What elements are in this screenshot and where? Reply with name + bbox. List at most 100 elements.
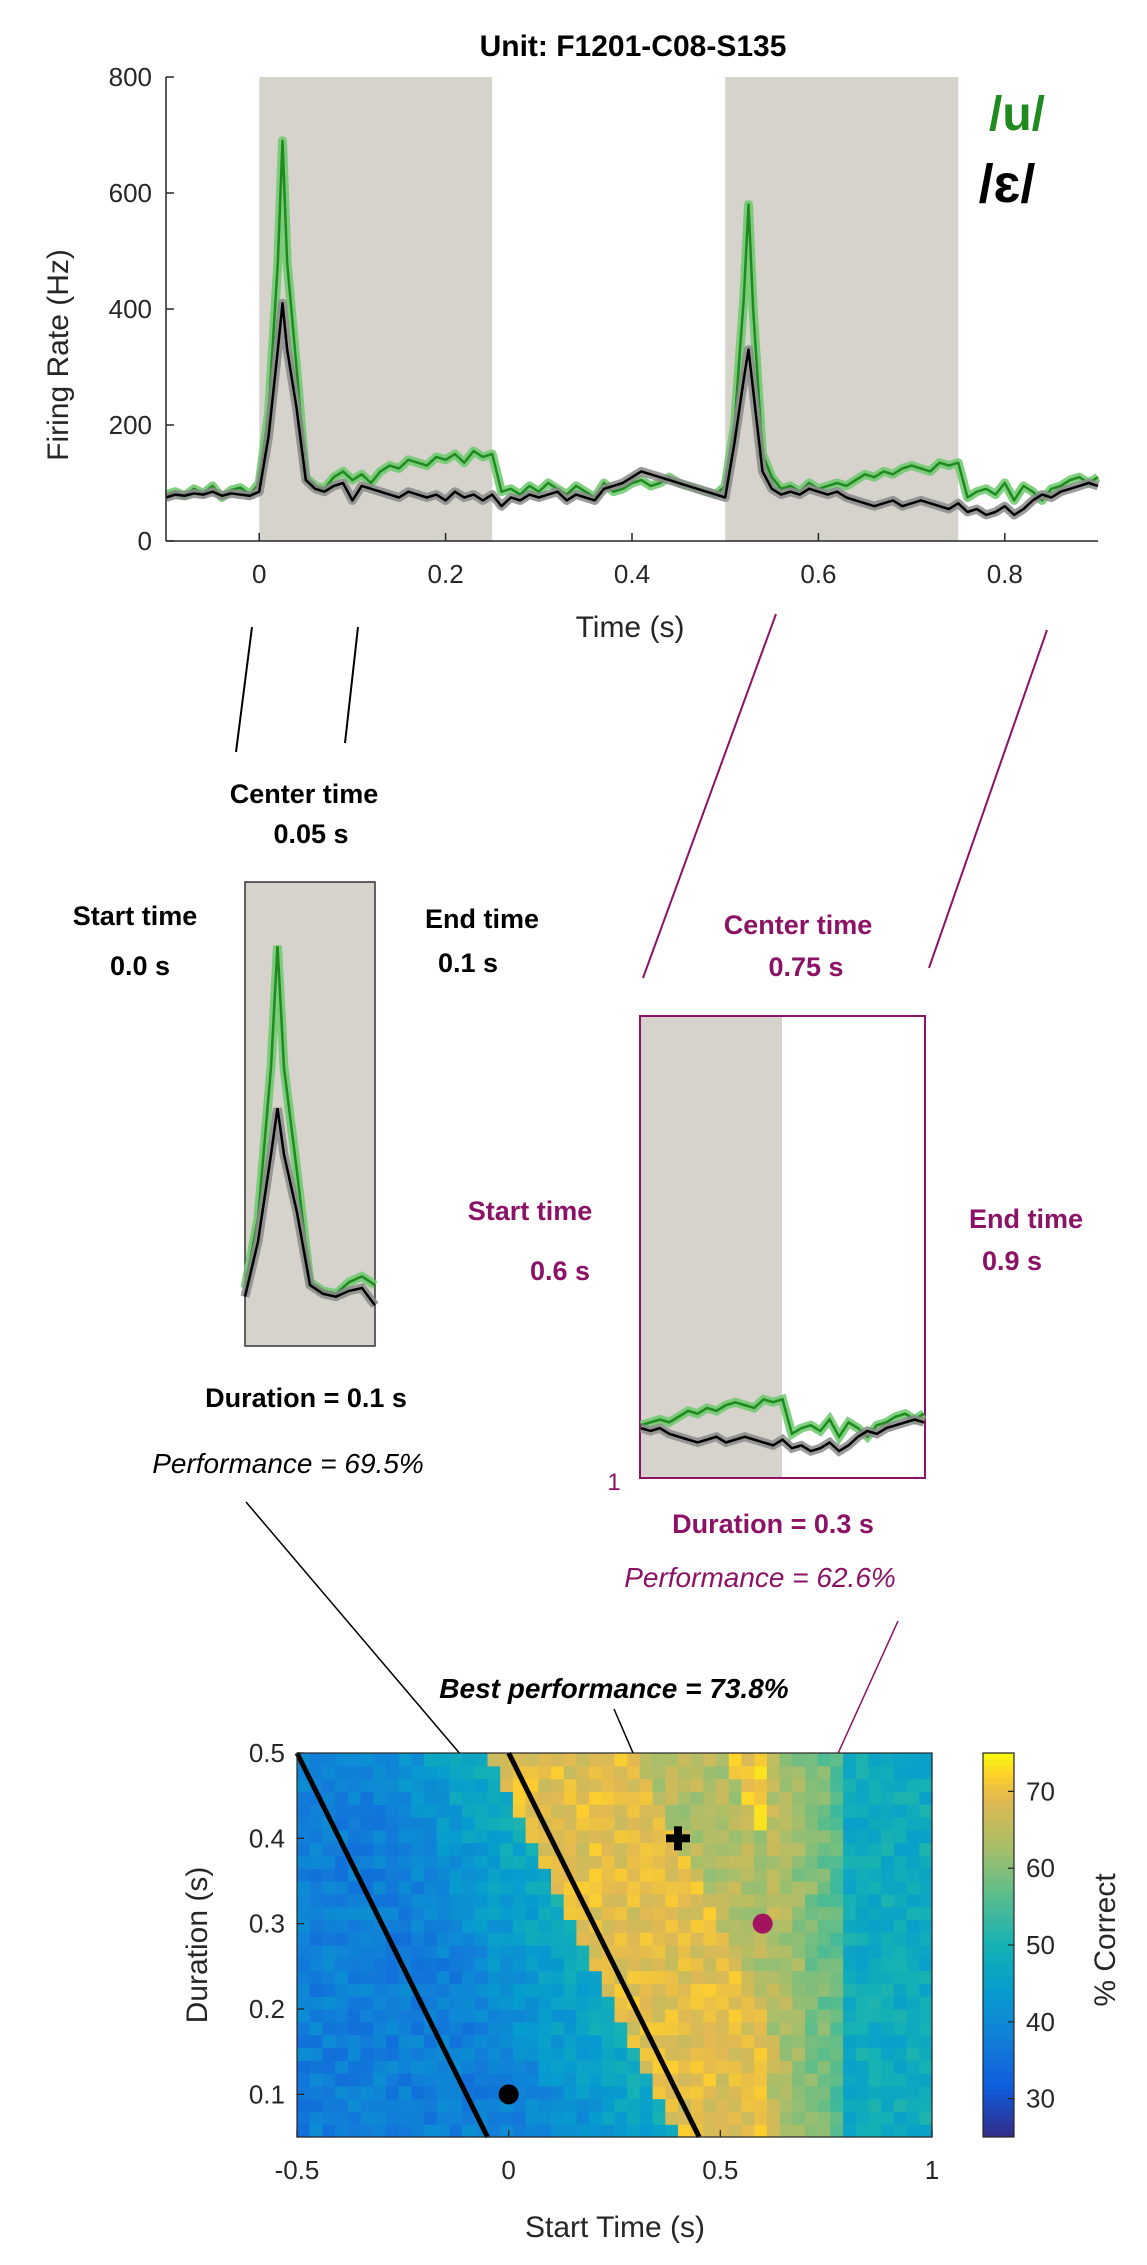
heatmap-cell [893, 2021, 908, 2036]
heatmap-cell [322, 1996, 336, 2010]
heatmap-cell [398, 2073, 412, 2087]
heatmap-cell [855, 1945, 870, 1959]
heatmap-cell [373, 1970, 387, 1984]
heatmap-cell [690, 2009, 704, 2023]
heatmap-cell [881, 1919, 895, 1933]
heatmap-cell [627, 2060, 641, 2074]
heatmap-cell [563, 2073, 577, 2087]
connector-to-heatmap-left [245, 1501, 485, 1783]
heatmap-cell [424, 1919, 438, 1933]
heatmap-cell [678, 1804, 692, 1818]
heatmap-cell [703, 1804, 717, 1818]
heatmap-cell [728, 1753, 743, 1767]
heatmap-cell [665, 1778, 679, 1792]
heatmap-cell [766, 1881, 781, 1895]
heatmap-cell [906, 1817, 920, 1831]
heatmap-cell [843, 1970, 857, 1984]
heatmap-cell [347, 1778, 362, 1792]
heatmap-cell [360, 1791, 374, 1805]
heatmap-cell [500, 1906, 514, 1920]
heatmap-cell [805, 1932, 819, 1946]
heatmap-cell [538, 2009, 552, 2023]
heatmap-cell [487, 1996, 501, 2010]
heatmap-cell [893, 2111, 908, 2125]
heatmap-cell [678, 2047, 692, 2061]
heatmap-cell [843, 2021, 857, 2036]
heatmap-cell [462, 2111, 476, 2125]
heatmap-cell [754, 1996, 768, 2010]
heatmap-cell [817, 2009, 831, 2023]
heatmap-cell [436, 1996, 450, 2010]
heatmap-cell [309, 1919, 323, 1933]
heatmap-cell [754, 1932, 768, 1946]
heatmap-cell [335, 2047, 349, 2061]
heatmap-cell [360, 1855, 374, 1869]
heatmap-cell [690, 2021, 704, 2036]
heatmap-cell [500, 2124, 514, 2138]
heatmap-cell [436, 1855, 450, 1869]
heatmap-cell [385, 2021, 400, 2036]
heatmap-cell [614, 1778, 628, 1792]
heatmap-cell [424, 1996, 438, 2010]
heatmap-cell [893, 1893, 908, 1908]
heatmap-cell [373, 1829, 387, 1844]
heatmap-cell [462, 2073, 476, 2087]
heatmap-cell [347, 1817, 362, 1831]
heatmap-cell [678, 1855, 692, 1869]
heatmap-cell [741, 2124, 755, 2138]
heatmap-cell [855, 1778, 870, 1792]
heatmap-cell [868, 2060, 882, 2074]
heatmap-cell [919, 1919, 933, 1933]
heatmap-cell [906, 1970, 920, 1984]
heatmap-cell [652, 1855, 666, 1869]
heatmap-cell [614, 2111, 628, 2125]
heatmap-cell [906, 2021, 920, 2036]
heatmap-cell [601, 2060, 616, 2074]
heatmap-cell [881, 1881, 895, 1895]
colorbar-step [983, 2035, 1014, 2042]
heatmap-cell [868, 1753, 882, 1767]
heatmap-cell [716, 2009, 730, 2023]
heatmap-cell [551, 2047, 565, 2061]
colorbar-step [983, 2029, 1014, 2036]
heatmap-cell [665, 1957, 679, 1972]
heatmap-cell [754, 2060, 768, 2074]
heatmap-cell [500, 1957, 514, 1972]
heatmap-cell [779, 2073, 793, 2087]
heatmap-cell [893, 1804, 908, 1818]
heatmap-cell [322, 1893, 336, 1908]
heatmap-cell [792, 1996, 806, 2010]
heatmap-cell [347, 2098, 362, 2112]
heatmap-cell [792, 1906, 806, 1920]
y-tick-label: 200 [109, 410, 152, 440]
heatmap-cell [728, 1881, 743, 1895]
colorbar-step [983, 1849, 1014, 1856]
heatmap-cell [297, 1893, 311, 1908]
heatmap-cell [347, 2060, 362, 2074]
heatmap-cell [322, 1932, 336, 1946]
heatmap-cell [906, 2047, 920, 2061]
heatmap-cell [589, 1945, 603, 1959]
colorbar-step [983, 2131, 1014, 2138]
heatmap-cell [830, 1804, 844, 1818]
colorbar-step [983, 2065, 1014, 2072]
heatmap-cell [411, 2034, 425, 2048]
heatmap-cell [665, 2021, 679, 2036]
heatmap-cell [703, 1932, 717, 1946]
heatmap-cell [906, 1842, 920, 1856]
heatmap-cell [385, 1881, 400, 1895]
heatmap-cell [411, 1817, 425, 1831]
heatmap-cell [728, 1970, 743, 1984]
heatmap-cell [551, 1791, 565, 1805]
heatmap-cell [347, 1791, 362, 1805]
heatmap-cell [639, 1996, 654, 2010]
heatmap-cell [500, 1855, 514, 1869]
heatmap-cell [487, 2047, 501, 2061]
heatmap-cell [830, 2098, 844, 2112]
heatmap-cell [373, 1778, 387, 1792]
zoom-left-series [240, 945, 379, 1309]
heatmap-cell [754, 1893, 768, 1908]
heatmap-cell [627, 1855, 641, 1869]
heatmap-cell [817, 1791, 831, 1805]
heatmap-cell [347, 1983, 362, 1997]
